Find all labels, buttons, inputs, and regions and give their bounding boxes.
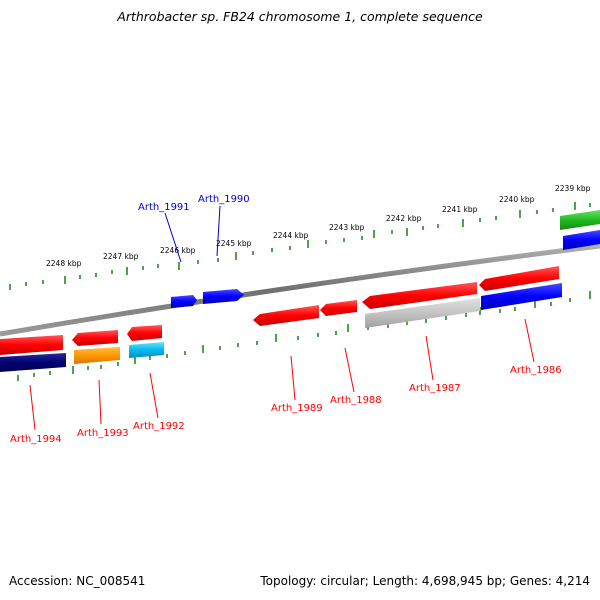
gene-box-blue-right[interactable]: [563, 230, 600, 250]
kbp-label: 2240 kbp: [499, 195, 535, 204]
kbp-label: 2239 kbp: [555, 184, 591, 193]
gene-box-blue[interactable]: [481, 283, 562, 310]
gene-box-cyan[interactable]: [129, 342, 164, 358]
gene-label-arth-1986[interactable]: Arth_1986: [510, 365, 562, 376]
topology-text: Topology: circular; Length: 4,698,945 bp…: [260, 574, 590, 588]
kbp-label: 2248 kbp: [46, 259, 82, 268]
kbp-label: 2245 kbp: [216, 239, 252, 248]
gene-label-arth-1988[interactable]: Arth_1988: [330, 395, 382, 406]
kbp-label: 2246 kbp: [160, 246, 196, 255]
chromosome-backbone: [0, 243, 600, 337]
gene-arrow-arth-1992[interactable]: [127, 325, 162, 341]
kbp-label: 2241 kbp: [442, 205, 478, 214]
reverse-strand-genes: [0, 230, 600, 372]
gene-arrow-arth-1994[interactable]: [0, 335, 63, 355]
gene-label-arth-1987[interactable]: Arth_1987: [409, 383, 461, 394]
gene-label-arth-1991[interactable]: Arth_1991: [138, 202, 190, 213]
gene-label-arth-1992[interactable]: Arth_1992: [133, 421, 185, 432]
kbp-label: 2247 kbp: [103, 252, 139, 261]
gene-arrow-arth-1990[interactable]: [203, 289, 244, 304]
forward-strand-genes: [171, 210, 600, 308]
map-title: Arthrobacter sp. FB24 chromosome 1, comp…: [117, 9, 483, 24]
gene-arrow-arth-1993[interactable]: [72, 330, 118, 346]
gene-arrow-arth-1991[interactable]: [171, 295, 197, 308]
gene-arrow-green[interactable]: [560, 210, 600, 230]
inner-tick-track: [17, 291, 591, 381]
gene-arrow-arth-1988[interactable]: [320, 300, 357, 316]
kbp-label: 2243 kbp: [329, 223, 365, 232]
gene-label-arth-1993[interactable]: Arth_1993: [77, 428, 129, 439]
gene-label-arth-1989[interactable]: Arth_1989: [271, 403, 323, 414]
gene-arrow-arth-1986[interactable]: [479, 266, 559, 291]
accession-text: Accession: NC_008541: [9, 574, 146, 588]
gene-box-gray[interactable]: [365, 298, 480, 328]
gene-arrow-arth-1987[interactable]: [362, 282, 477, 309]
kbp-label: 2242 kbp: [386, 214, 422, 223]
gene-label-arth-1994[interactable]: Arth_1994: [10, 434, 62, 445]
gene-box-navy[interactable]: [0, 353, 66, 372]
gene-box-orange[interactable]: [74, 347, 120, 364]
kbp-label: 2244 kbp: [273, 231, 309, 240]
gene-arrow-arth-1989[interactable]: [253, 305, 319, 326]
gene-label-arth-1990[interactable]: Arth_1990: [198, 194, 250, 205]
label-leaders: [29, 205, 535, 431]
outer-tick-track: [9, 202, 591, 290]
